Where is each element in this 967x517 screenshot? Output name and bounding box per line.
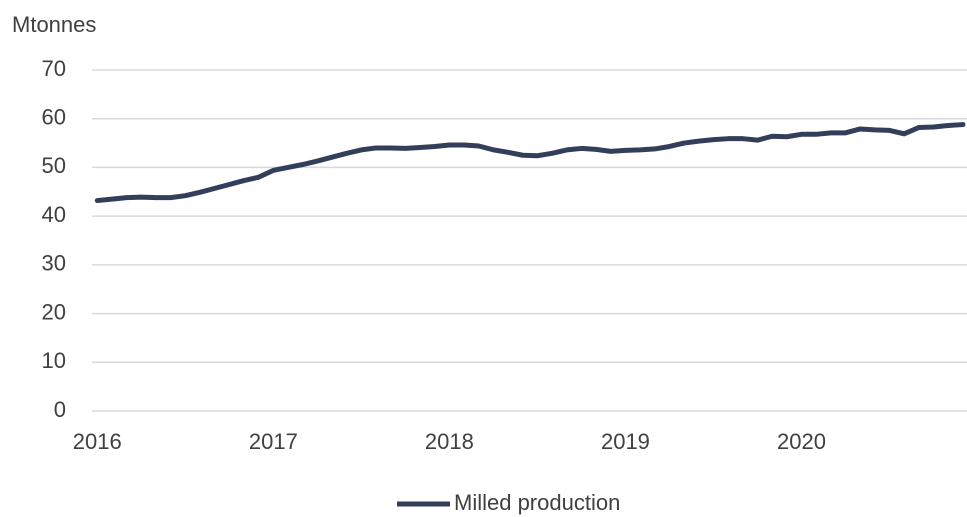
y-tick-label: 60 (42, 105, 66, 130)
y-axis-label: Mtonnes (12, 12, 96, 37)
x-tick-label: 2017 (249, 429, 298, 454)
x-tick-label: 2020 (777, 429, 826, 454)
y-tick-label: 10 (42, 348, 66, 373)
x-tick-label: 2016 (73, 429, 122, 454)
x-tick-label: 2019 (601, 429, 650, 454)
y-tick-label: 0 (54, 397, 66, 422)
y-tick-label: 30 (42, 251, 66, 276)
y-tick-label: 50 (42, 153, 66, 178)
y-tick-label: 20 (42, 299, 66, 324)
legend-label: Milled production (454, 490, 620, 515)
x-tick-label: 2018 (425, 429, 474, 454)
y-tick-label: 40 (42, 202, 66, 227)
series-line (94, 122, 966, 204)
y-tick-label: 70 (42, 56, 66, 81)
